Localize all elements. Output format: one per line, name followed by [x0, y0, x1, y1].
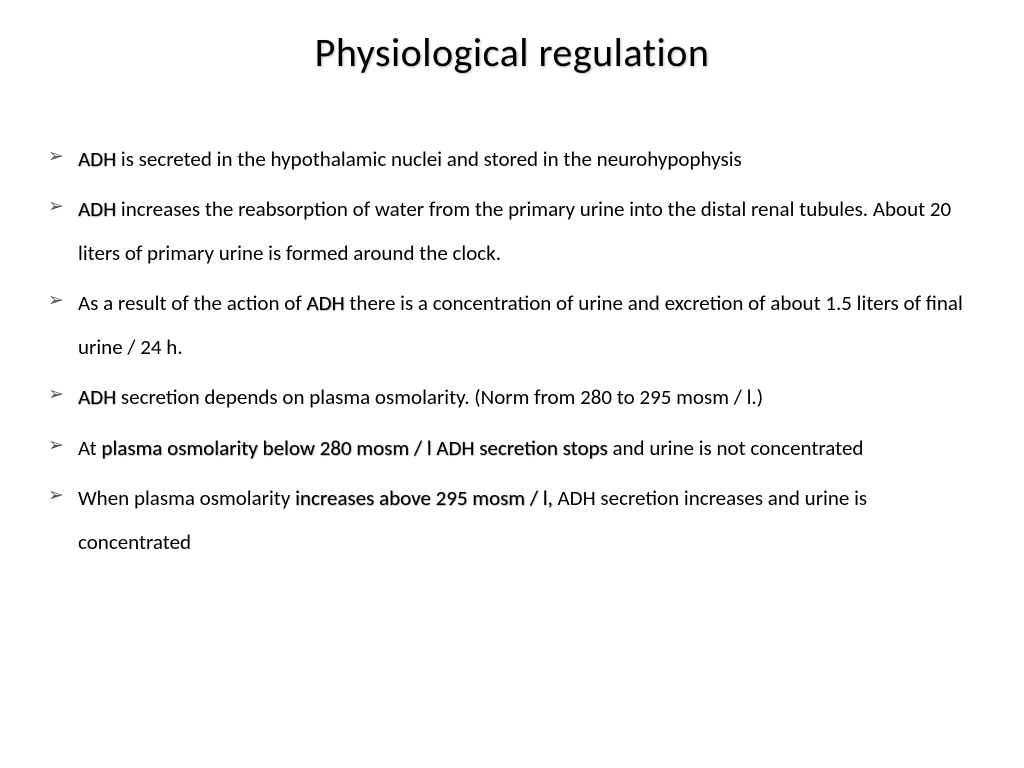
text-segment: When plasma osmolarity	[78, 485, 295, 511]
bullet-list: ADH is secreted in the hypothalamic nucl…	[40, 137, 984, 564]
text-segment: increases above 295 mosm / l,	[295, 485, 557, 511]
text-segment: ADH	[78, 384, 121, 410]
text-segment: secretion depends on plasma osmolarity. …	[121, 384, 763, 410]
text-segment: ADH	[78, 146, 121, 172]
bullet-item: ADH increases the reabsorption of water …	[78, 187, 984, 275]
bullet-item: ADH secretion depends on plasma osmolari…	[78, 375, 984, 419]
bullet-item: As a result of the action of ADH there i…	[78, 281, 984, 369]
text-segment: plasma osmolarity below 280 mosm / l ADH…	[101, 435, 612, 461]
slide-title: Physiological regulation	[40, 28, 984, 77]
bullet-item: ADH is secreted in the hypothalamic nucl…	[78, 137, 984, 181]
text-segment: At	[78, 435, 101, 461]
bullet-item: At plasma osmolarity below 280 mosm / l …	[78, 426, 984, 470]
text-segment: is secreted in the hypothalamic nuclei a…	[121, 146, 742, 172]
text-segment: As a result of the action of	[78, 290, 306, 316]
text-segment: and urine is not concentrated	[612, 435, 863, 461]
bullet-item: When plasma osmolarity increases above 2…	[78, 476, 984, 564]
text-segment: ADH	[306, 290, 349, 316]
text-segment: ADH	[78, 196, 121, 222]
slide: Physiological regulation ADH is secreted…	[0, 0, 1024, 768]
text-segment: increases the reabsorption of water from…	[78, 196, 951, 266]
